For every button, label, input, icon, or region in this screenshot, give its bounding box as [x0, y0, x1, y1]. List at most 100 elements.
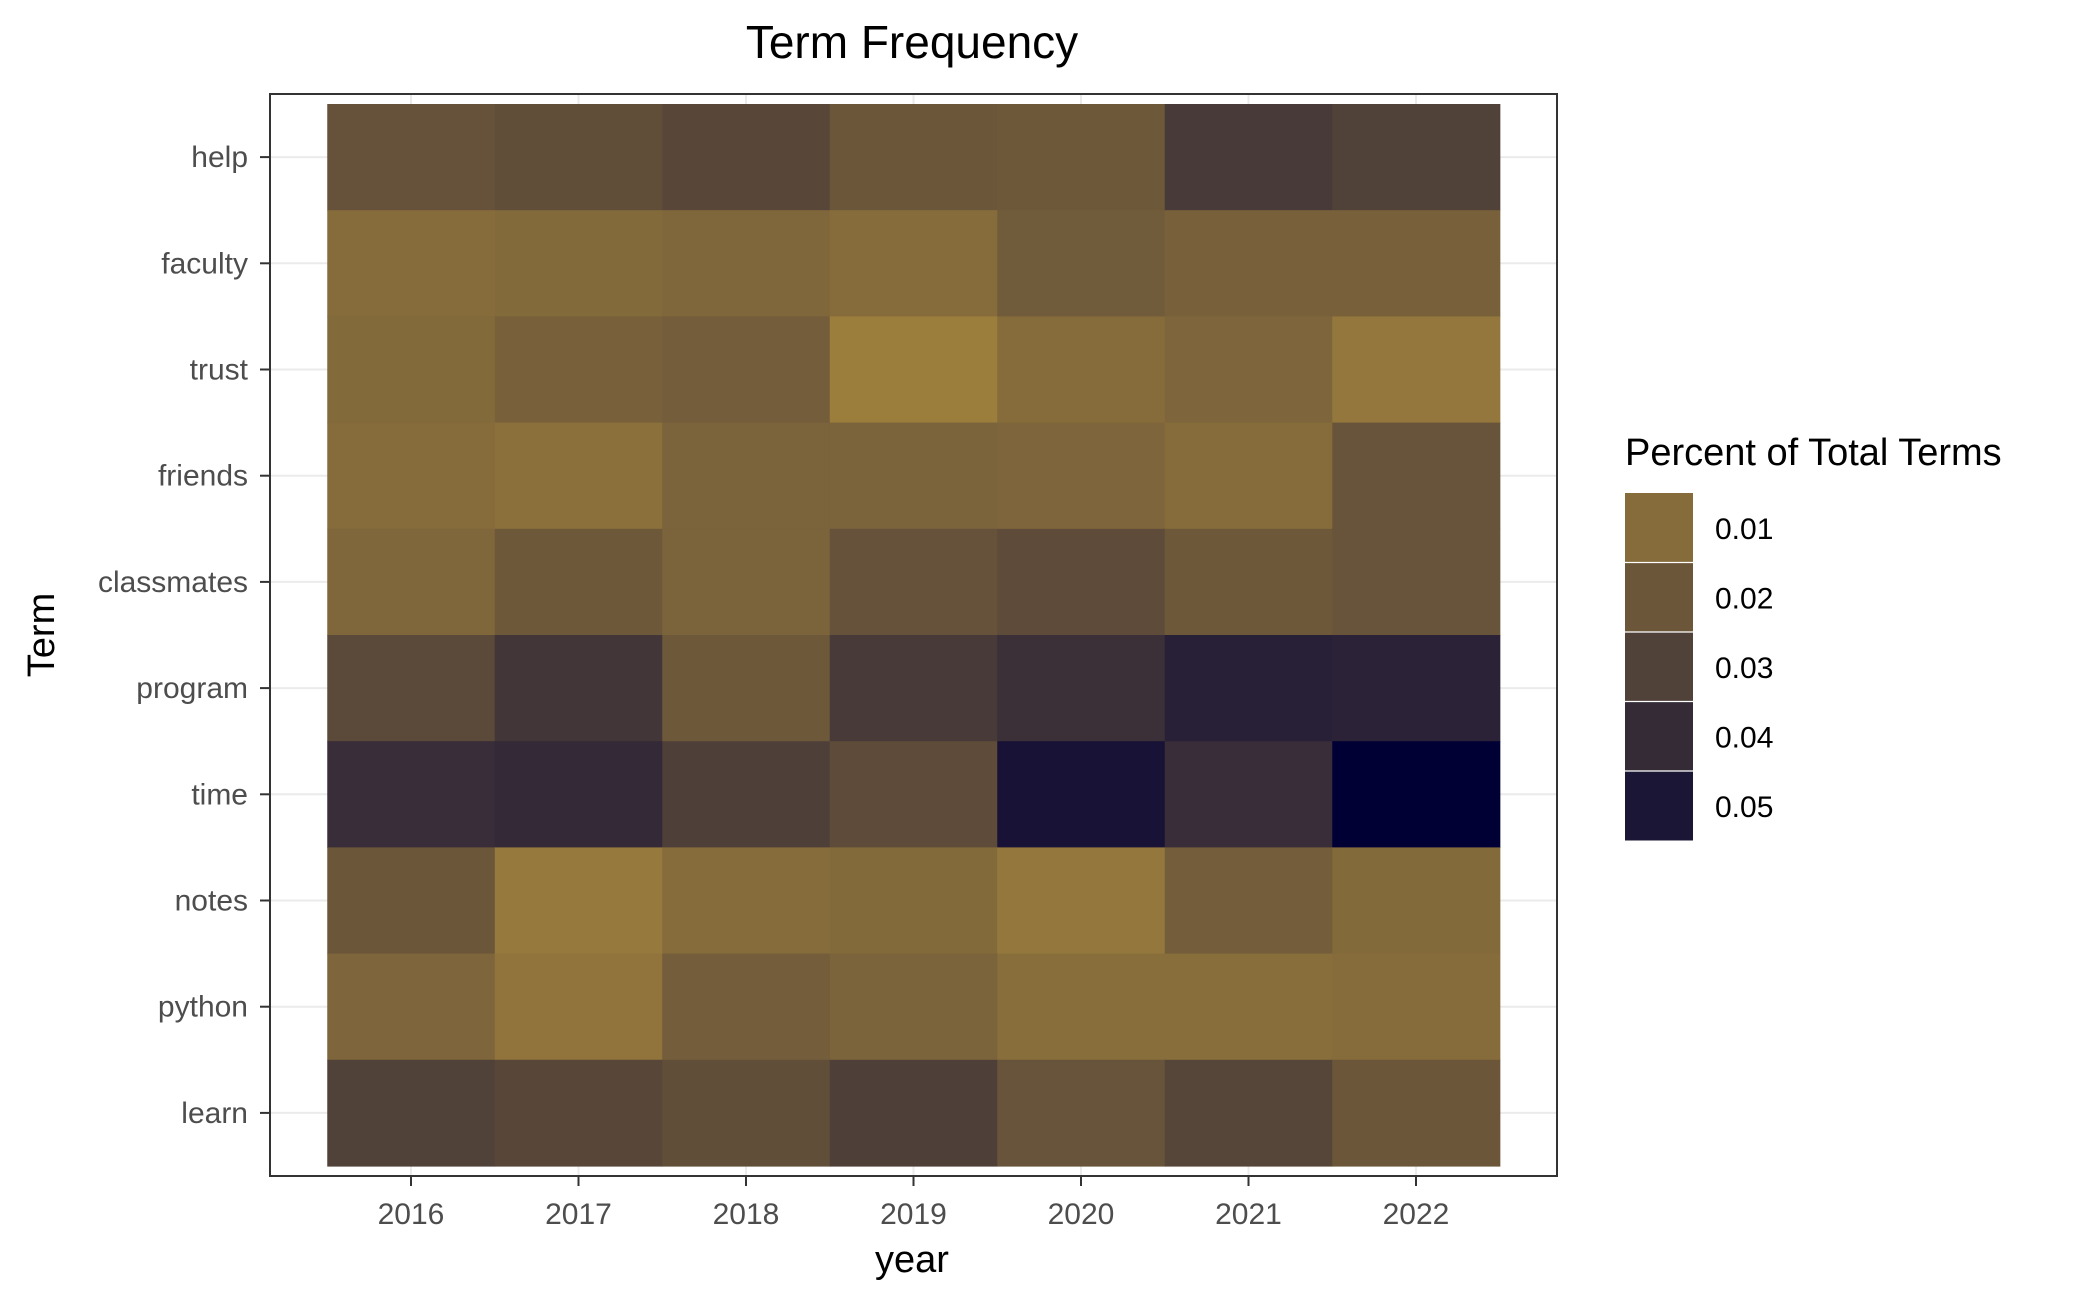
legend-key-0.01	[1625, 493, 1693, 563]
heatmap-cell-learn-2017	[494, 1059, 663, 1167]
heatmap-cell-faculty-2016	[327, 210, 496, 317]
legend-title: Percent of Total Terms	[1625, 432, 2002, 474]
heatmap-cell-friends-2019	[829, 422, 998, 530]
heatmap-cell-trust-2022	[1332, 316, 1501, 424]
heatmap-cell-classmates-2022	[1332, 528, 1501, 636]
heatmap-cell-help-2018	[662, 104, 831, 211]
x-axis: 2016 2017 2018 2019 2020 2021 2022	[378, 1176, 1450, 1231]
heatmap-cell-notes-2019	[829, 847, 998, 955]
y-tick-label-python: python	[158, 991, 248, 1024]
heatmap-cell-classmates-2017	[494, 528, 663, 636]
x-tick-label-2018: 2018	[713, 1198, 780, 1231]
y-axis: help faculty trust friends classmates program…	[98, 141, 270, 1130]
y-tick-label-time: time	[191, 778, 248, 811]
x-tick-label-2017: 2017	[545, 1198, 612, 1231]
heatmap-cell-faculty-2019	[829, 210, 998, 317]
heatmap-cell-program-2022	[1332, 635, 1501, 742]
x-tick-label-2021: 2021	[1215, 1198, 1282, 1231]
chart-title: Term Frequency	[746, 16, 1078, 68]
x-tick-label-2022: 2022	[1383, 1198, 1450, 1231]
heatmap-cell-help-2020	[997, 104, 1166, 211]
heatmap-cell-learn-2016	[327, 1059, 496, 1167]
heatmap-cell-time-2017	[494, 741, 663, 848]
legend-key-0.05	[1625, 771, 1693, 841]
heatmap-cell-notes-2022	[1332, 847, 1501, 955]
heatmap-cell-learn-2018	[662, 1059, 831, 1167]
heatmap-cell-trust-2019	[829, 316, 998, 424]
heatmap-cell-python-2019	[829, 953, 998, 1061]
x-axis-title: year	[875, 1239, 949, 1281]
legend-key-0.03	[1625, 632, 1693, 702]
heatmap-cell-program-2019	[829, 635, 998, 742]
heatmap-cell-time-2021	[1164, 741, 1333, 848]
heatmap-cell-classmates-2021	[1164, 528, 1333, 636]
heatmap-cell-learn-2022	[1332, 1059, 1501, 1167]
heatmap-cell-python-2020	[997, 953, 1166, 1061]
heatmap-cell-program-2017	[494, 635, 663, 742]
heatmap-cell-classmates-2018	[662, 528, 831, 636]
heatmap-cell-time-2016	[327, 741, 496, 848]
heatmap-cell-notes-2017	[494, 847, 663, 955]
y-axis-title: Term	[21, 593, 63, 677]
heatmap-cell-program-2020	[997, 635, 1166, 742]
heatmap-cell-friends-2016	[327, 422, 496, 530]
heatmap-cell-program-2021	[1164, 635, 1333, 742]
y-tick-label-notes: notes	[175, 885, 248, 918]
legend-label-0.05: 0.05	[1715, 791, 1773, 824]
heatmap-cell-friends-2017	[494, 422, 663, 530]
heatmap-cell-faculty-2017	[494, 210, 663, 317]
heatmap-cell-learn-2019	[829, 1059, 998, 1167]
legend: Percent of Total Terms 0.01 0.02 0.03 0.04 0…	[1625, 432, 2002, 841]
heatmap-cell-help-2019	[829, 104, 998, 211]
y-tick-label-learn: learn	[181, 1097, 248, 1130]
heatmap-cell-time-2019	[829, 741, 998, 848]
heatmap-cell-friends-2022	[1332, 422, 1501, 530]
heatmap-cell-trust-2016	[327, 316, 496, 424]
heatmap-cell-python-2022	[1332, 953, 1501, 1061]
heatmap-cell-learn-2020	[997, 1059, 1166, 1167]
heatmap-cell-help-2021	[1164, 104, 1333, 211]
heatmap-cell-faculty-2022	[1332, 210, 1501, 317]
x-tick-label-2020: 2020	[1048, 1198, 1115, 1231]
legend-key-0.02	[1625, 562, 1693, 632]
heatmap-cell-classmates-2016	[327, 528, 496, 636]
heatmap-cell-trust-2017	[494, 316, 663, 424]
heatmap-cell-friends-2020	[997, 422, 1166, 530]
y-tick-label-friends: friends	[158, 460, 248, 493]
heatmap-cell-python-2016	[327, 953, 496, 1061]
heatmap-cell-trust-2020	[997, 316, 1166, 424]
heatmap-cell-program-2016	[327, 635, 496, 742]
heatmap-cell-faculty-2018	[662, 210, 831, 317]
legend-label-0.02: 0.02	[1715, 582, 1773, 615]
heatmap-cell-friends-2021	[1164, 422, 1333, 530]
heatmap-cell-program-2018	[662, 635, 831, 742]
heatmap-cell-time-2018	[662, 741, 831, 848]
heatmap-cell-python-2017	[494, 953, 663, 1061]
y-tick-label-classmates: classmates	[98, 566, 248, 599]
y-tick-label-help: help	[191, 141, 248, 174]
heatmap-cell-help-2016	[327, 104, 496, 211]
y-tick-label-trust: trust	[190, 354, 249, 387]
y-tick-label-faculty: faculty	[161, 247, 248, 280]
heatmap-cell-learn-2021	[1164, 1059, 1333, 1167]
heatmap-cell-help-2017	[494, 104, 663, 211]
heatmap-cell-notes-2020	[997, 847, 1166, 955]
y-tick-label-program: program	[136, 672, 248, 705]
heatmap-cell-python-2021	[1164, 953, 1333, 1061]
heatmap-cell-classmates-2020	[997, 528, 1166, 636]
heatmap-cells	[327, 104, 1501, 1167]
heatmap-cell-notes-2018	[662, 847, 831, 955]
heatmap-cell-notes-2016	[327, 847, 496, 955]
heatmap-cell-faculty-2020	[997, 210, 1166, 317]
x-tick-label-2016: 2016	[378, 1198, 445, 1231]
heatmap-cell-help-2022	[1332, 104, 1501, 211]
legend-label-0.01: 0.01	[1715, 513, 1773, 546]
heatmap-cell-time-2022	[1332, 741, 1501, 848]
legend-key-0.04	[1625, 701, 1693, 771]
heatmap-cell-friends-2018	[662, 422, 831, 530]
heatmap-cell-time-2020	[997, 741, 1166, 848]
heatmap-cell-trust-2021	[1164, 316, 1333, 424]
heatmap-cell-python-2018	[662, 953, 831, 1061]
legend-label-0.03: 0.03	[1715, 652, 1773, 685]
